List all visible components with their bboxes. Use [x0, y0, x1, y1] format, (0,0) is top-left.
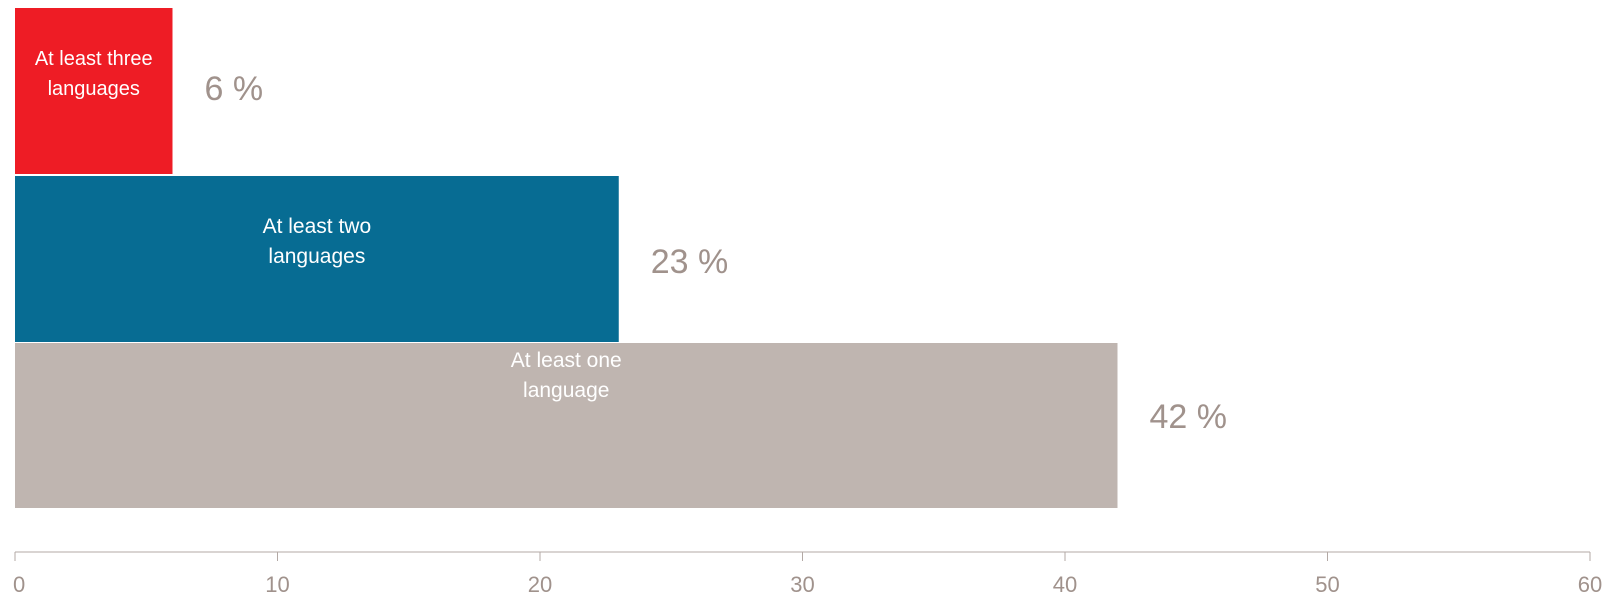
x-tick-label-3: 30 — [790, 572, 814, 595]
x-tick-label-2: 20 — [528, 572, 552, 595]
bar-value-label-0: 6 % — [205, 70, 264, 108]
bar-1 — [15, 176, 619, 342]
x-tick-label-4: 40 — [1053, 572, 1077, 595]
bar-category-label-1: At least two languages — [263, 215, 372, 268]
bar-value-label-2: 42 % — [1150, 398, 1228, 436]
bar-category-label-2: At least one language — [511, 349, 622, 402]
x-tick-label-5: 50 — [1315, 572, 1339, 595]
bar-value-label-1: 23 % — [651, 243, 729, 281]
x-tick-label-1: 10 — [265, 572, 289, 595]
bar-0 — [15, 8, 173, 174]
x-tick-label-0: 0 — [13, 572, 25, 595]
x-tick-label-6: 60 — [1578, 572, 1602, 595]
bar-category-label-0: At least three languages — [35, 48, 153, 100]
bar-2 — [15, 343, 1118, 508]
